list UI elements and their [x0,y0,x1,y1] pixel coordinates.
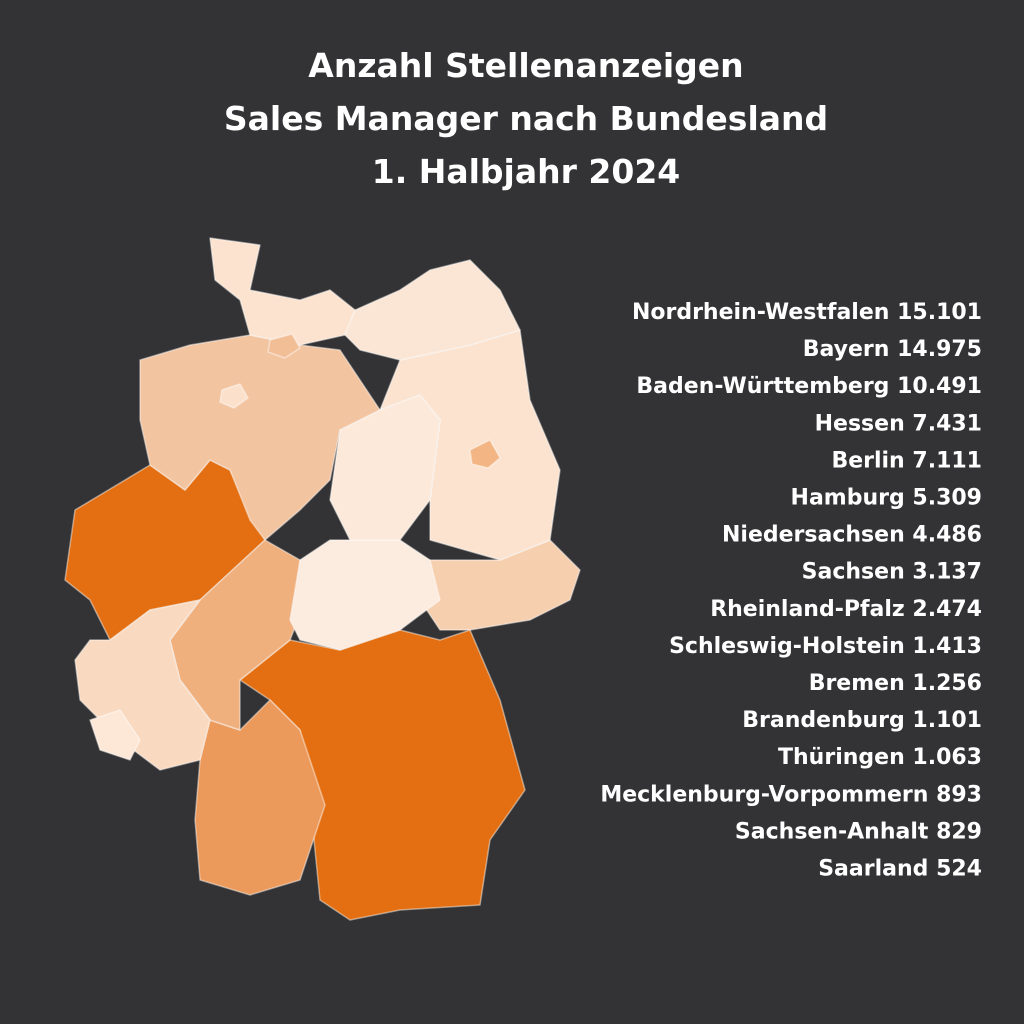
state-name: Bremen [809,671,905,696]
chart-title: Sales Manager nach Bundesland [224,99,828,138]
state-name: Berlin [831,448,904,473]
state-value: 15.101 [897,300,982,325]
title-block: Anzahl Stellenanzeigen Sales Manager nach… [224,46,828,191]
state-region [469,439,501,469]
state-name: Baden-Württemberg [636,374,889,399]
state-region [267,333,301,359]
legend-entry: Bremen 1.256 [809,671,982,696]
state-region [194,699,326,896]
legend-entry: Bayern 14.975 [803,337,982,362]
legend-entry: Thüringen 1.063 [778,745,982,770]
state-value: 7.111 [912,448,982,473]
chart-title: Anzahl Stellenanzeigen [308,46,743,85]
state-value: 2.474 [912,597,982,622]
state-value: 7.431 [912,411,982,436]
state-name: Sachsen [802,560,905,585]
state-name: Bayern [803,337,890,362]
state-name: Saarland [818,857,928,882]
state-value: 829 [936,819,982,844]
legend-entry: Hamburg 5.309 [791,486,982,511]
state-value: 1.101 [912,708,982,733]
legend-entry: Sachsen-Anhalt 829 [735,819,982,844]
state-value: 1.413 [912,634,982,659]
state-value: 3.137 [912,560,982,585]
state-value: 14.975 [897,337,982,362]
state-name: Sachsen-Anhalt [735,819,929,844]
legend-entry: Saarland 524 [818,857,982,882]
legend-entry: Niedersachsen 4.486 [722,523,982,548]
legend-entry: Brandenburg 1.101 [742,708,982,733]
legend-entry: Mecklenburg-Vorpommern 893 [600,782,982,807]
state-region [344,259,521,361]
state-value: 5.309 [912,486,982,511]
state-value: 10.491 [897,374,982,399]
chart-title: 1. Halbjahr 2024 [372,152,681,191]
map [64,237,581,921]
state-name: Brandenburg [742,708,904,733]
state-name: Rheinland-Pfalz [710,597,905,622]
state-value: 1.063 [912,745,982,770]
state-name: Mecklenburg-Vorpommern [600,782,928,807]
state-value: 893 [936,782,982,807]
state-region [89,709,141,761]
state-name: Nordrhein-Westfalen [632,300,889,325]
state-value: 524 [936,857,982,882]
state-name: Hessen [815,411,905,436]
legend-entry: Nordrhein-Westfalen 15.101 [632,300,982,325]
state-value: 1.256 [912,671,982,696]
state-name: Niedersachsen [722,523,905,548]
legend-entry: Berlin 7.111 [831,448,982,473]
state-region [219,383,249,409]
legend-entry: Rheinland-Pfalz 2.474 [710,597,982,622]
state-region [329,394,441,541]
state-name: Thüringen [778,745,905,770]
state-name: Schleswig-Holstein [669,634,905,659]
legend-entry: Schleswig-Holstein 1.413 [669,634,982,659]
legend-entry: Sachsen 3.137 [802,560,982,585]
state-value: 4.486 [912,523,982,548]
legend-entry: Baden-Württemberg 10.491 [636,374,982,399]
legend-entry: Hessen 7.431 [815,411,982,436]
state-name: Hamburg [791,486,905,511]
